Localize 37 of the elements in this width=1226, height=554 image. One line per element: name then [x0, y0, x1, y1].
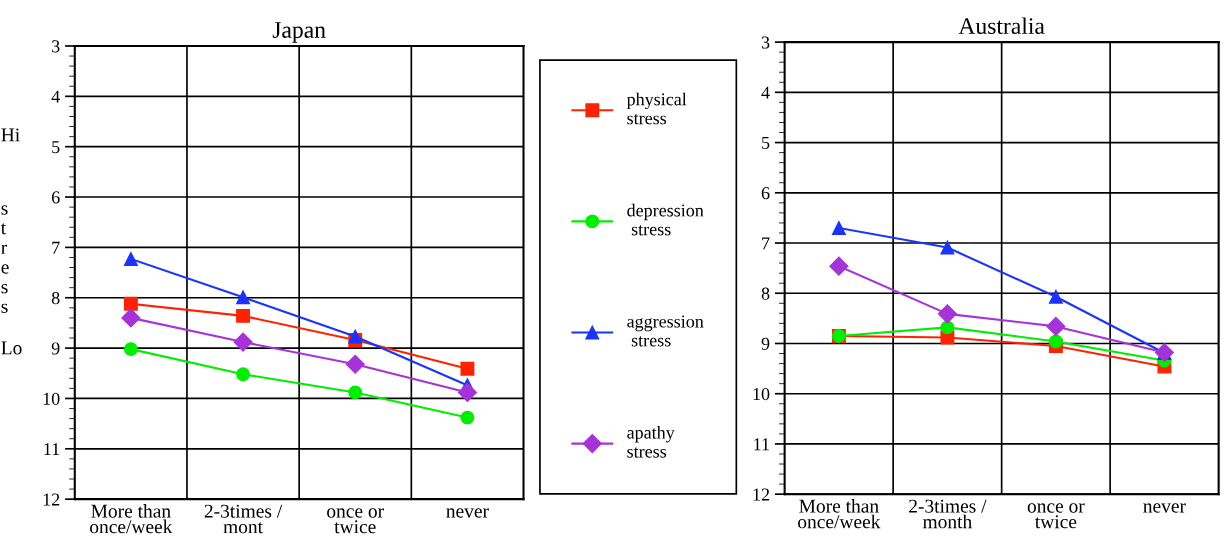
chart-title: Japan [272, 22, 326, 43]
x-tick-label: once or twice [1027, 503, 1085, 529]
y-tick-label: 9 [51, 342, 60, 355]
y-tick-label: 3 [52, 40, 60, 53]
y-tick-label: 10 [43, 392, 60, 405]
y-tick-label: 6 [51, 191, 60, 204]
legend-label: depression stress [627, 203, 704, 236]
x-tick-label: 2-3times / month [909, 499, 987, 529]
y-tick-label: 9 [761, 337, 770, 350]
x-tick-label: never [1143, 503, 1186, 513]
text: Lo [1, 341, 22, 355]
legend-label: apathy stress [627, 426, 675, 458]
y-tick-label: 8 [51, 292, 60, 305]
chart-title: Australia [958, 17, 1045, 34]
y-tick-label: 11 [44, 443, 60, 456]
y-tick-label: 3 [761, 36, 770, 49]
y-tick-label: 6 [761, 187, 770, 200]
y-tick-label: 8 [761, 287, 770, 300]
y-tick-label: 11 [754, 438, 769, 451]
y-tick-label: 4 [761, 86, 770, 99]
y-tick-label: 7 [762, 237, 770, 250]
y-tick-label: 4 [51, 90, 60, 103]
legend-label: aggression stress [627, 315, 704, 347]
y-tick-label: 5 [762, 137, 770, 149]
legend-label: physical stress [626, 92, 687, 125]
x-tick-label: once or twice [327, 508, 384, 534]
x-tick-label: More than once/week [90, 504, 173, 534]
y-tick-label: 12 [43, 493, 60, 506]
y-tick-label: 10 [753, 387, 770, 401]
y-tick-label: 12 [753, 488, 770, 501]
x-tick-label: 2-3times / mont [204, 504, 283, 534]
x-tick-label: More than once/week [798, 499, 881, 529]
x-tick-label: never [446, 508, 489, 518]
y-axis-title: stress [0, 205, 9, 313]
y-tick-label: 7 [52, 241, 60, 254]
y-tick-label: 5 [52, 141, 60, 154]
text: Hi [1, 128, 20, 142]
